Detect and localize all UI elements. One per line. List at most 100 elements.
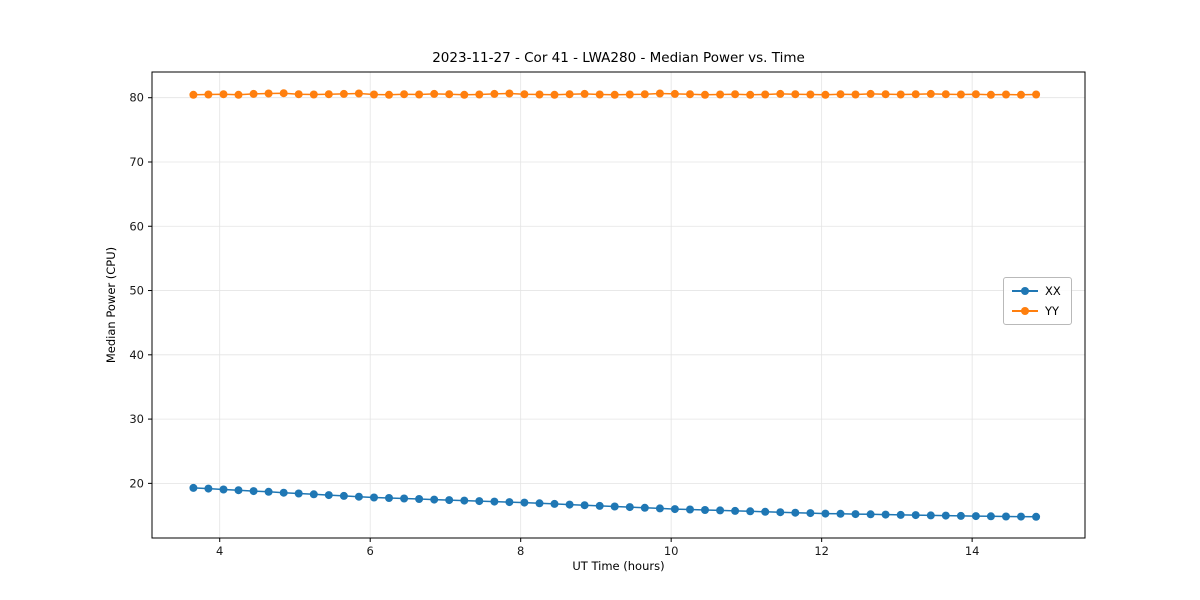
y-tick-label: 70 xyxy=(129,155,144,169)
data-point xyxy=(580,89,589,98)
data-point xyxy=(986,512,995,521)
data-point xyxy=(520,90,529,99)
data-point xyxy=(400,90,409,99)
data-point xyxy=(400,494,409,503)
data-point xyxy=(640,90,649,99)
data-point xyxy=(309,490,318,499)
y-tick-label: 60 xyxy=(129,219,144,233)
data-point xyxy=(881,90,890,99)
data-point xyxy=(460,496,469,505)
axis-ticks: 4 6 8 10 12 14 20 30 40 50 60 70 80 xyxy=(129,91,979,558)
data-point xyxy=(1032,512,1041,521)
y-axis-label: Median Power (CPU) xyxy=(104,246,118,364)
data-point xyxy=(881,510,890,519)
y-tick-label: 50 xyxy=(129,284,144,298)
data-point xyxy=(746,507,755,516)
data-point xyxy=(294,489,303,498)
y-tick-label: 30 xyxy=(129,412,144,426)
data-point xyxy=(219,90,228,99)
data-point xyxy=(249,487,258,496)
data-point xyxy=(309,90,318,99)
data-point xyxy=(430,89,439,98)
data-point xyxy=(204,484,213,493)
data-point xyxy=(655,504,664,513)
data-point xyxy=(806,90,815,99)
data-point xyxy=(941,90,950,99)
data-point xyxy=(475,497,484,506)
data-point xyxy=(490,89,499,98)
data-point xyxy=(866,89,875,98)
data-point xyxy=(640,503,649,512)
data-point xyxy=(986,90,995,99)
data-point xyxy=(956,90,965,99)
data-point xyxy=(911,90,920,99)
data-point xyxy=(370,90,378,99)
data-point xyxy=(821,509,830,518)
data-point xyxy=(956,511,965,520)
series-YY xyxy=(189,89,1041,99)
data-point xyxy=(580,501,589,510)
data-point xyxy=(851,510,860,519)
data-point xyxy=(339,89,348,98)
data-point xyxy=(385,494,393,502)
data-point xyxy=(896,90,905,99)
data-point xyxy=(415,495,424,503)
data-point xyxy=(941,511,950,520)
data-point xyxy=(204,90,213,99)
data-point xyxy=(971,90,980,99)
data-point xyxy=(791,508,800,517)
data-point xyxy=(595,90,604,99)
data-point xyxy=(836,90,845,99)
x-tick-label: 4 xyxy=(216,544,223,558)
data-point xyxy=(716,506,725,515)
data-point xyxy=(866,510,875,519)
data-point xyxy=(565,500,574,509)
data-point xyxy=(189,483,198,492)
data-point xyxy=(234,90,243,99)
data-point xyxy=(339,491,348,500)
axes-frame xyxy=(151,71,1086,539)
data-point xyxy=(219,485,228,494)
data-point xyxy=(655,89,664,98)
x-tick-label: 10 xyxy=(664,544,679,558)
data-point xyxy=(385,90,393,99)
legend-marker-icon xyxy=(1021,287,1029,295)
data-point xyxy=(535,499,544,508)
data-point xyxy=(625,503,634,512)
legend-marker-icon xyxy=(1021,307,1029,315)
data-point xyxy=(445,90,454,99)
data-point xyxy=(1002,512,1010,521)
data-point xyxy=(731,90,740,99)
legend-item-xx: XX xyxy=(1012,284,1061,298)
series-line xyxy=(193,487,1037,518)
series-XX xyxy=(189,483,1041,521)
data-point xyxy=(731,506,740,515)
x-tick-label: 12 xyxy=(814,544,829,558)
y-tick-label: 40 xyxy=(129,348,144,362)
chart-title: 2023-11-27 - Cor 41 - LWA280 - Median Po… xyxy=(432,50,805,66)
data-point xyxy=(460,90,469,99)
x-tick-label: 14 xyxy=(965,544,980,558)
y-tick-label: 20 xyxy=(129,476,144,490)
data-series xyxy=(189,89,1041,521)
data-point xyxy=(971,512,980,521)
data-point xyxy=(264,487,273,496)
data-point xyxy=(490,497,499,506)
x-axis-label: UT Time (hours) xyxy=(572,559,665,573)
data-point xyxy=(535,90,544,99)
y-tick-label: 80 xyxy=(129,91,144,105)
data-point xyxy=(430,495,439,504)
data-point xyxy=(670,505,679,514)
data-point xyxy=(550,499,559,508)
data-point xyxy=(791,90,800,99)
data-point xyxy=(926,511,935,520)
data-point xyxy=(324,491,333,500)
data-point xyxy=(520,498,529,507)
data-point xyxy=(746,90,755,99)
data-point xyxy=(370,493,378,502)
data-point xyxy=(806,509,815,518)
data-point xyxy=(1002,90,1010,99)
data-point xyxy=(836,509,845,518)
data-point xyxy=(565,90,574,99)
